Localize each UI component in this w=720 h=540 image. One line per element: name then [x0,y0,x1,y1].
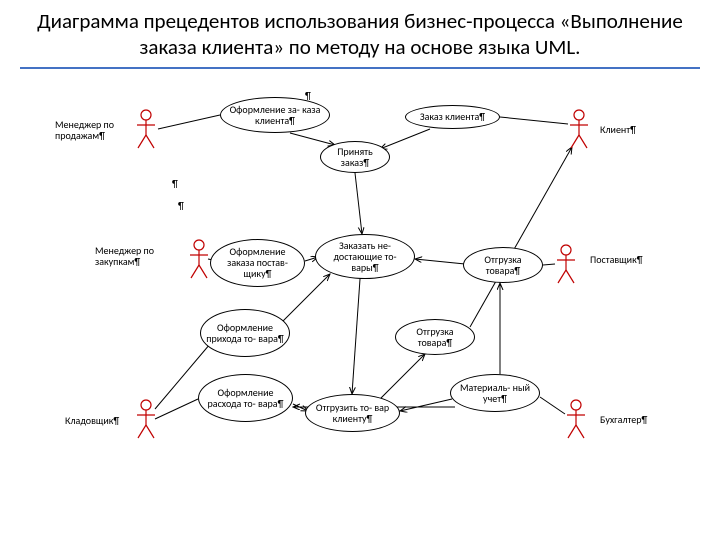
usecase-u2: Заказ клиента¶ [405,105,500,129]
edge [158,115,220,129]
actor-icon [568,109,590,149]
paragraph-mark: ¶ [172,177,178,190]
actor-icon [135,399,157,439]
page-title: Диаграмма прецедентов использования бизн… [0,0,720,65]
usecase-u9: Оформление расхода то- вара¶ [198,374,293,422]
actor-icon [188,239,210,279]
usecase-u4: Оформление заказа постав- щику¶ [210,239,305,287]
edge [415,259,465,264]
edge [500,117,568,124]
actor-icon [135,109,157,149]
actor-label: Менеджер по продажам¶ [55,119,114,142]
usecase-u6: Отгрузка товара¶ [463,247,543,283]
actor-label: Клиент¶ [600,124,636,136]
edge [470,147,572,327]
edge [355,173,362,234]
usecase-u5: Заказать не- достающие то- вары¶ [315,234,415,279]
actor-icon [565,399,587,439]
edge [380,129,430,149]
usecase-u10: Отгрузить то- вар клиенту¶ [305,394,400,432]
usecase-u7: Оформление прихода то- вара¶ [200,309,290,357]
usecase-u3: Принять заказ¶ [320,141,390,173]
edge [155,399,198,419]
usecase-u1: Оформление за- каза клиента¶ [220,97,330,133]
edge [540,397,565,414]
actor-icon [555,244,577,284]
edge [352,279,360,394]
edge [543,264,555,265]
usecase-u11: Материаль- ный учет¶ [450,374,540,412]
edge [380,354,425,399]
actor-label: Поставщик¶ [590,254,643,266]
actor-label: Бухгалтер¶ [600,414,647,426]
actor-label: Кладовщик¶ [65,415,119,427]
paragraph-mark: ¶ [178,199,184,212]
actor-label: Менеджер по закупкам¶ [95,245,154,268]
usecase-u8: Отгрузка товара¶ [395,319,475,355]
edge [290,133,335,145]
edge [400,399,452,411]
diagram-stage: Менеджер по продажам¶ Клиент¶ Менеджер п… [0,69,720,499]
